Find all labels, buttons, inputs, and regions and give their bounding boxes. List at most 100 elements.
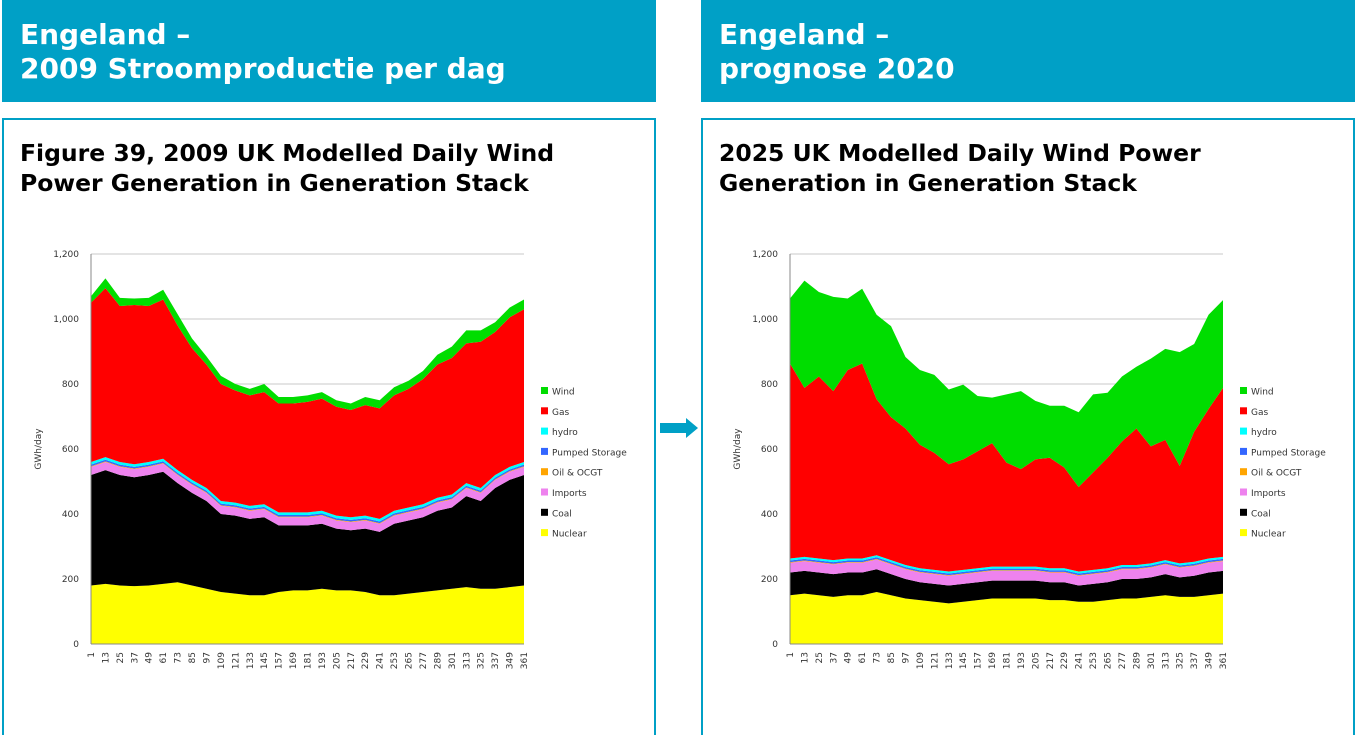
x-tick-label: 241 [376,652,386,669]
x-tick-label: 289 [1132,652,1142,669]
legend-item: Oil & OCGT [1251,469,1302,479]
area-nuclear [790,592,1223,644]
x-tick-label: 85 [887,652,897,663]
legend-item: Nuclear [1251,530,1286,540]
area-imports [790,559,1223,586]
right-header-line2: prognose 2020 [719,52,955,85]
y-tick-label: 200 [761,575,778,585]
x-tick-label: 277 [419,652,429,669]
x-tick-label: 169 [988,652,998,669]
x-tick-label: 157 [974,652,984,669]
y-axis-label: GWh/day [34,428,44,470]
x-tick-label: 325 [1176,652,1186,669]
right-stacked-area-chart: 0 200 400 600 800 1,000 1,200 1 13 25 37 49 61 73 85 97… [733,250,1326,669]
x-tick-label: 1 [786,652,796,658]
x-tick-label: 49 [145,652,155,664]
right-header: Engeland – prognose 2020 [701,0,1355,102]
x-tick-label: 133 [246,652,256,669]
right-chart-title: 2025 UK Modelled Daily Wind Power Genera… [719,138,1201,198]
x-tick-label: 313 [1161,652,1171,669]
x-tick-label: 97 [202,652,212,663]
left-chart-title: Figure 39, 2009 UK Modelled Daily Wind P… [20,138,554,198]
area-gas [790,363,1223,572]
right-arrow-icon [660,418,700,442]
x-tick-label: 145 [959,652,969,669]
legend-swatch [1240,387,1247,394]
right-chart-title-line2: Generation in Generation Stack [719,169,1137,197]
x-tick-label: 109 [916,652,926,669]
x-tick-label: 97 [901,652,911,663]
x-tick-label: 277 [1118,652,1128,669]
x-tick-label: 181 [1003,652,1013,669]
x-tick-label: 61 [858,652,868,663]
x-tick-label: 301 [448,652,458,669]
y-tick-label: 600 [761,445,778,455]
x-tick-label: 337 [1190,652,1200,669]
x-tick-label: 253 [1089,652,1099,669]
legend-swatch [541,468,548,476]
x-tick-label: 301 [1147,652,1157,669]
x-tick-label: 49 [844,652,854,664]
x-tick-label: 325 [477,652,487,669]
legend-item: Oil & OCGT [552,469,603,479]
legend-swatch [1240,468,1247,476]
legend-item: hydro [552,428,578,438]
legend-item: Coal [1251,509,1271,519]
y-tick-label: 0 [73,640,79,650]
legend-swatch [541,529,548,537]
x-tick-label: 25 [815,652,825,663]
x-tick-label: 217 [1046,652,1056,669]
x-tick-label: 37 [829,652,839,663]
x-tick-label: 169 [289,652,299,669]
left-chart-title-line2: Power Generation in Generation Stack [20,169,529,197]
legend-item: Gas [1251,408,1268,418]
x-tick-label: 241 [1075,652,1085,669]
x-tick-label: 181 [304,652,314,669]
x-tick-label: 73 [873,652,883,663]
legend-swatch [1240,447,1247,455]
left-chart-panel: Figure 39, 2009 UK Modelled Daily Wind P… [2,118,656,735]
y-tick-label: 0 [772,640,778,650]
x-tick-label: 253 [390,652,400,669]
y-tick-label: 400 [761,510,778,520]
x-tick-label: 313 [462,652,472,669]
x-tick-label: 361 [520,652,530,669]
legend-swatch [541,447,548,455]
y-tick-label: 800 [761,380,778,390]
area-wind [91,278,524,410]
legend-item: Imports [552,489,587,499]
left-header-line2: 2009 Stroomproductie per dag [20,52,506,85]
x-tick-label: 205 [1031,652,1041,669]
x-tick-label: 265 [1104,652,1114,669]
y-tick-label: 1,200 [752,250,778,260]
area-imports [91,462,524,532]
x-tick-label: 25 [116,652,126,663]
left-chart-title-line1: Figure 39, 2009 UK Modelled Daily Wind [20,139,555,167]
x-tick-label: 193 [1017,652,1027,669]
legend-swatch [1240,529,1247,537]
legend-item: Imports [1251,489,1286,499]
x-tick-label: 229 [361,652,371,669]
legend-swatch [541,488,548,496]
legend-swatch [1240,427,1247,435]
x-tick-label: 133 [945,652,955,669]
legend-swatch [1240,407,1247,415]
right-header-line1: Engeland – [719,18,890,51]
x-tick-label: 349 [1205,652,1215,669]
x-tick-label: 205 [332,652,342,669]
y-tick-label: 1,000 [53,315,79,325]
x-tick-label: 193 [318,652,328,669]
area-wind [790,280,1223,488]
x-tick-label: 145 [260,652,270,669]
x-tick-label: 229 [1060,652,1070,669]
y-tick-label: 800 [62,380,79,390]
legend-swatch [541,508,548,516]
y-tick-label: 400 [62,510,79,520]
area-gas [91,288,524,519]
legend-swatch [541,407,548,415]
x-tick-label: 85 [188,652,198,663]
legend-swatch [541,427,548,435]
x-tick-label: 109 [217,652,227,669]
x-tick-label: 337 [491,652,501,669]
legend-item: Nuclear [552,530,587,540]
